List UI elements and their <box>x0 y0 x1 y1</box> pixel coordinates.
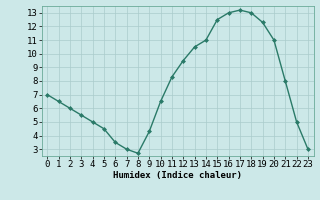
X-axis label: Humidex (Indice chaleur): Humidex (Indice chaleur) <box>113 171 242 180</box>
